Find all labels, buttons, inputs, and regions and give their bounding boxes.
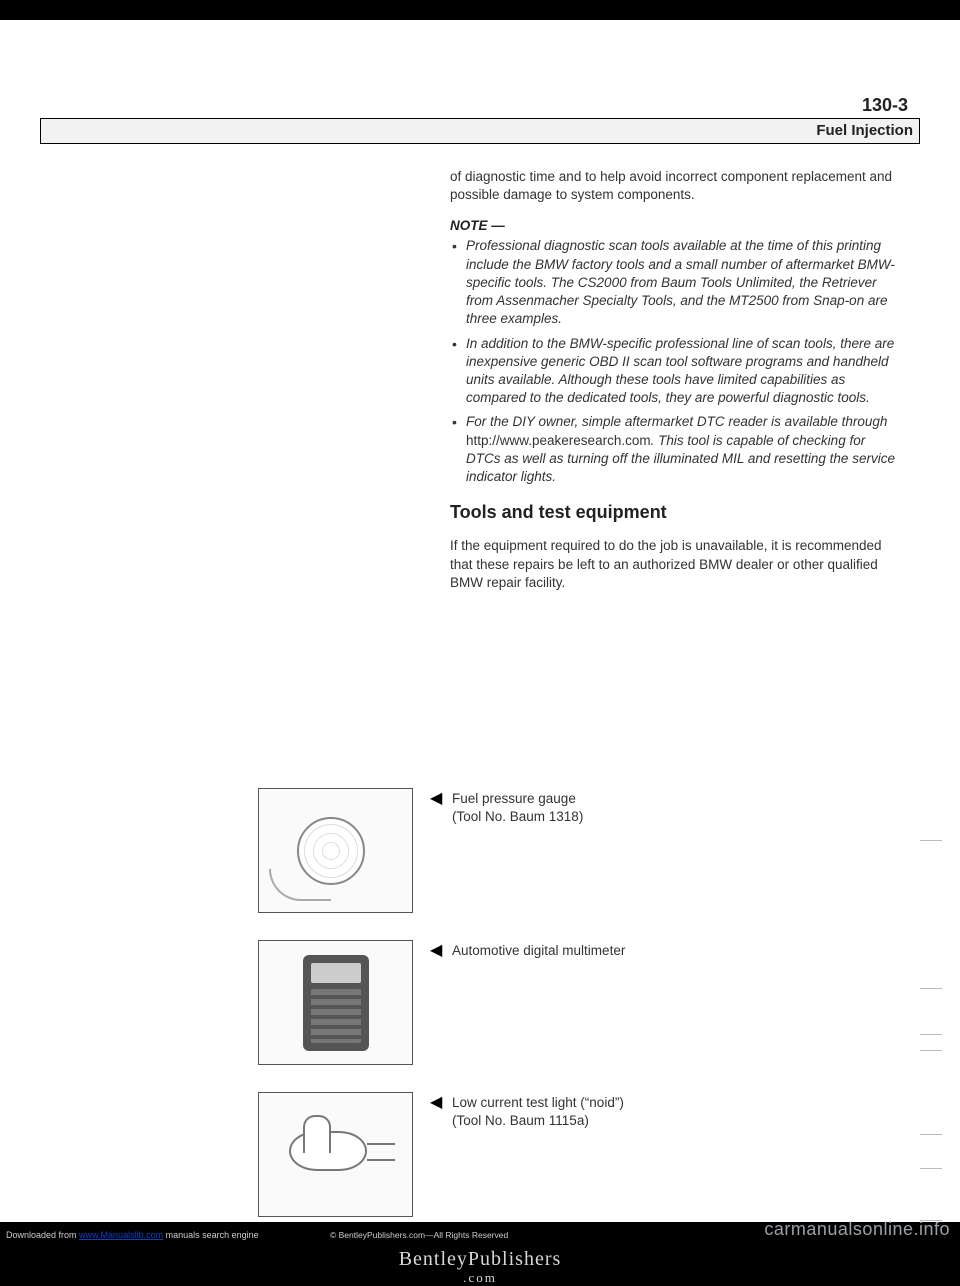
tool3-caption: Low current test light (“noid”) (Tool No… [452, 1094, 872, 1130]
tool1-line2: (Tool No. Baum 1318) [452, 808, 872, 826]
page: 130-3 Fuel Injection of diagnostic time … [0, 20, 960, 1222]
footer-left-pre: Downloaded from [6, 1230, 79, 1240]
watermark-sub: .com [0, 1270, 960, 1286]
header-title: Fuel Injection [816, 122, 913, 139]
fuel-pressure-gauge-icon [258, 788, 413, 913]
tool1-caption: Fuel pressure gauge (Tool No. Baum 1318) [452, 790, 872, 826]
section-heading: Tools and test equipment [450, 502, 902, 523]
margin-mark [920, 840, 942, 841]
pointer-icon: ◀ [430, 1092, 442, 1112]
tool3-line1: Low current test light (“noid”) [452, 1094, 872, 1112]
margin-mark [920, 1050, 942, 1051]
note3-url: http://www.peakeresearch.com [466, 433, 651, 448]
margin-mark [920, 1134, 942, 1135]
note-heading: NOTE — [450, 218, 902, 233]
tool1-line1: Fuel pressure gauge [452, 790, 872, 808]
manualslib-link[interactable]: www.Manualslib.com [79, 1230, 163, 1240]
margin-mark [920, 988, 942, 989]
intro-paragraph: of diagnostic time and to help avoid inc… [450, 168, 902, 204]
pointer-icon: ◀ [430, 788, 442, 808]
header-bar: Fuel Injection [40, 118, 920, 144]
multimeter-icon [258, 940, 413, 1065]
pointer-icon: ◀ [430, 940, 442, 960]
tool2-line1: Automotive digital multimeter [452, 942, 872, 960]
tool3-line2: (Tool No. Baum 1115a) [452, 1112, 872, 1130]
watermark: BentleyPublishers [0, 1248, 960, 1271]
note-item: In addition to the BMW-specific professi… [450, 335, 902, 408]
page-number: 130-3 [862, 95, 908, 116]
margin-mark [920, 1034, 942, 1035]
noid-light-icon [258, 1092, 413, 1217]
note-item: Professional diagnostic scan tools avail… [450, 237, 902, 328]
note-list: Professional diagnostic scan tools avail… [450, 237, 902, 486]
footer-copyright: © BentleyPublishers.com—All Rights Reser… [330, 1230, 508, 1240]
section-paragraph: If the equipment required to do the job … [450, 537, 902, 592]
footer-right-watermark: carmanualsonline.info [764, 1219, 950, 1240]
footer-left-post: manuals search engine [163, 1230, 259, 1240]
margin-mark [920, 1168, 942, 1169]
body-column: of diagnostic time and to help avoid inc… [450, 168, 902, 606]
note-item: For the DIY owner, simple aftermarket DT… [450, 413, 902, 486]
note3-pre: For the DIY owner, simple aftermarket DT… [466, 414, 887, 429]
footer-left: Downloaded from www.Manualslib.com manua… [6, 1230, 259, 1240]
tool2-caption: Automotive digital multimeter [452, 942, 872, 960]
